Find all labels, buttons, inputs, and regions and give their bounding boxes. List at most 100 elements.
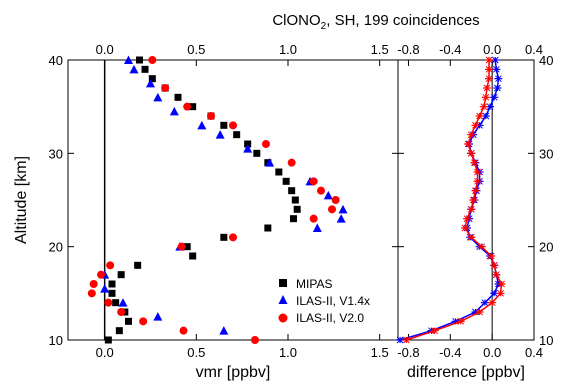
vmr-point-ilas-ii-v1-4x [219, 326, 229, 335]
vmr-point-mipas [104, 336, 112, 344]
vmr-point-mipas [148, 75, 156, 83]
vmr-point-ilas-ii-v1-4x [100, 284, 110, 293]
difference-point-ilas-ii-v2-0 [464, 140, 473, 148]
vmr-point-ilas-ii-v2-0 [287, 158, 296, 167]
vmr-point-mipas [244, 140, 252, 148]
vmr-point-ilas-ii-v2-0 [262, 140, 270, 148]
vmr-point-ilas-ii-v1-4x [197, 120, 207, 130]
vmr-xtick-label-bottom: 0.0 [96, 345, 114, 360]
difference-xlabel: difference [ppbv] [407, 364, 525, 381]
difference-xtick-label-bottom: 0.4 [525, 345, 543, 360]
difference-xtick-label-bottom: -0.4 [439, 345, 461, 360]
legend: MIPAS ILAS-II, V1.4x ILAS-II, V2.0 [278, 277, 370, 325]
vmr-ytick-label-left: 30 [49, 146, 63, 161]
vmr-point-mipas [220, 233, 228, 241]
difference-point-ilas-ii-v2-0 [470, 159, 479, 167]
difference-point-ilas-ii-v2-0 [485, 75, 494, 83]
vmr-panel: 0.0 0.0 0.5 0.5 1.0 1.0 1.5 1.5 10 20 30 40 vmr [pp… [13, 42, 399, 381]
legend-marker-mipas [279, 279, 287, 287]
difference-point-ilas-ii-v1-4x [492, 65, 501, 73]
vmr-point-mipas [189, 252, 197, 260]
vmr-point-ilas-ii-v1-4x [265, 158, 275, 167]
difference-ytick-label-right: 40 [539, 53, 553, 68]
difference-point-ilas-ii-v2-0 [497, 280, 506, 288]
vmr-xtick-label-bottom: 1.0 [279, 345, 297, 360]
vmr-point-mipas [282, 177, 290, 185]
difference-point-ilas-ii-v1-4x [493, 84, 502, 92]
vmr-point-ilas-ii-v1-4x [312, 223, 322, 232]
difference-point-ilas-ii-v2-0 [463, 215, 472, 223]
difference-point-ilas-ii-v2-0 [481, 93, 490, 101]
vmr-ticks: 0.0 0.0 0.5 0.5 1.0 1.0 1.5 1.5 10 20 30 40 [49, 42, 398, 360]
legend-label-mipas: MIPAS [296, 277, 332, 291]
difference-plot-frame [397, 59, 535, 341]
difference-point-ilas-ii-v2-0 [430, 327, 439, 335]
vmr-point-mipas [174, 93, 182, 101]
difference-point-ilas-ii-v2-0 [488, 299, 497, 307]
vmr-point-mipas [291, 196, 299, 204]
difference-point-ilas-ii-v2-0 [467, 149, 476, 157]
vmr-ytick-label-left: 10 [49, 333, 63, 348]
title-subscript: 2 [321, 21, 327, 32]
vmr-point-mipas [108, 280, 116, 288]
difference-point-ilas-ii-v2-0 [485, 65, 494, 73]
vmr-point-mipas [293, 205, 301, 213]
title-suffix: , SH, 199 coincidences [326, 12, 479, 29]
vmr-point-ilas-ii-v2-0 [251, 336, 259, 344]
vmr-point-mipas [108, 289, 116, 297]
difference-point-ilas-ii-v2-0 [467, 131, 476, 139]
vmr-point-mipas [125, 317, 132, 325]
vmr-point-ilas-ii-v2-0 [309, 177, 318, 186]
difference-point-ilas-ii-v2-0 [482, 84, 491, 92]
difference-point-ilas-ii-v2-0 [460, 224, 469, 232]
vmr-point-ilas-ii-v1-4x [124, 55, 133, 64]
vmr-point-ilas-ii-v1-4x [338, 204, 348, 214]
vmr-point-mipas [220, 121, 228, 129]
difference-xtick-label-top: -0.8 [397, 42, 419, 57]
difference-point-ilas-ii-v2-0 [479, 103, 488, 111]
difference-point-ilas-ii-v2-0 [469, 196, 478, 204]
vmr-point-mipas [134, 261, 142, 269]
difference-point-ilas-ii-v2-0 [487, 252, 496, 260]
vmr-point-ilas-ii-v2-0 [89, 280, 98, 288]
vmr-ytick-label-left: 20 [49, 240, 63, 255]
vmr-point-ilas-ii-v2-0 [229, 233, 237, 242]
vmr-point-mipas [117, 271, 125, 279]
vmr-point-mipas [136, 56, 143, 64]
difference-ytick-label-right: 10 [539, 333, 553, 348]
vmr-point-mipas [233, 131, 241, 139]
vmr-point-ilas-ii-v1-4x [243, 144, 253, 153]
vmr-point-ilas-ii-v1-4x [118, 298, 128, 307]
vmr-point-ilas-ii-v2-0 [148, 56, 157, 64]
title-prefix: ClONO [272, 12, 320, 29]
difference-point-ilas-ii-v2-0 [485, 56, 494, 64]
vmr-point-ilas-ii-v2-0 [161, 84, 170, 92]
difference-xtick-label-bottom: -0.8 [397, 345, 419, 360]
vmr-point-ilas-ii-v2-0 [317, 186, 325, 195]
vmr-point-ilas-ii-v2-0 [177, 242, 186, 251]
vmr-point-ilas-ii-v1-4x [153, 312, 163, 321]
vmr-xtick-label-bottom: 0.5 [187, 345, 205, 360]
legend-marker-ilas-v20 [278, 313, 288, 323]
vmr-point-ilas-ii-v2-0 [104, 298, 113, 307]
difference-point-ilas-ii-v2-0 [467, 205, 476, 213]
vmr-point-mipas [189, 103, 197, 111]
difference-point-ilas-ii-v2-0 [477, 243, 486, 251]
chart-title: ClONO2, SH, 199 coincidences [272, 12, 479, 32]
difference-xtick-label-top: 0.4 [525, 42, 543, 57]
difference-point-ilas-ii-v1-4x [494, 75, 503, 83]
vmr-xlabel: vmr [ppbv] [196, 364, 271, 381]
difference-ytick-label-right: 30 [539, 146, 553, 161]
difference-point-ilas-ii-v1-4x [490, 93, 499, 101]
vmr-point-ilas-ii-v1-4x [169, 106, 179, 116]
difference-ytick-label-right: 20 [539, 240, 553, 255]
difference-xtick-label-top: -0.4 [439, 42, 461, 57]
difference-point-ilas-ii-v2-0 [475, 112, 484, 120]
vmr-point-ilas-ii-v1-4x [336, 214, 346, 223]
vmr-xtick-label-top: 1.5 [371, 42, 389, 57]
difference-line-ilas-ii-v2-0 [406, 60, 503, 341]
difference-point-ilas-ii-v2-0 [467, 233, 476, 241]
vmr-point-ilas-ii-v2-0 [97, 270, 105, 279]
vmr-point-ilas-ii-v1-4x [129, 64, 139, 74]
